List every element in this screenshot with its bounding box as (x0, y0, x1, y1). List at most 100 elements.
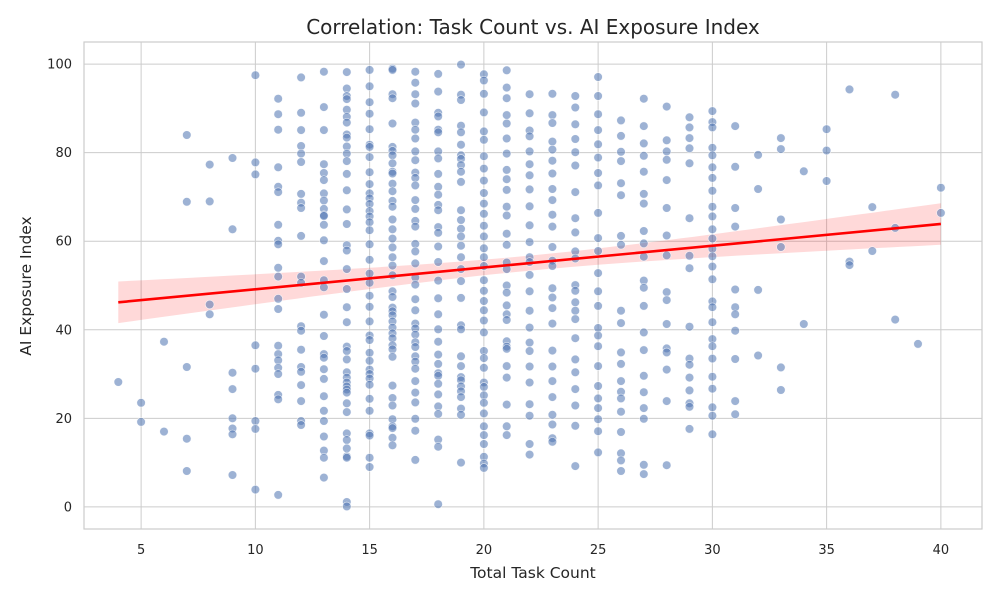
data-point (342, 346, 352, 356)
data-point (410, 376, 420, 386)
data-point (547, 303, 558, 313)
data-point (136, 398, 146, 408)
data-point (593, 153, 603, 163)
data-point (639, 469, 649, 479)
data-point (570, 134, 580, 144)
data-point (639, 301, 649, 311)
data-point (730, 162, 740, 172)
data-point (662, 460, 672, 470)
data-point (273, 263, 283, 273)
data-point (433, 337, 443, 347)
data-point (250, 424, 260, 434)
data-point (662, 203, 672, 213)
data-point (570, 333, 580, 343)
data-point (387, 65, 398, 75)
data-point (365, 97, 375, 107)
data-point (616, 359, 626, 369)
data-point (319, 102, 329, 112)
data-point (730, 222, 740, 232)
data-point (273, 109, 283, 119)
data-point (593, 125, 603, 135)
data-point (479, 421, 489, 431)
data-point (410, 155, 420, 165)
data-point (410, 222, 420, 232)
data-point (296, 231, 306, 241)
data-point (456, 324, 466, 334)
data-point (387, 93, 398, 103)
data-point (342, 407, 352, 417)
data-point (479, 286, 489, 296)
data-point (753, 350, 763, 361)
data-point (639, 121, 649, 131)
data-point (547, 145, 558, 155)
data-point (502, 93, 512, 103)
data-point (456, 231, 466, 241)
data-point (410, 305, 420, 315)
data-point (593, 301, 603, 311)
data-point (479, 315, 489, 326)
data-point (730, 121, 740, 131)
y-tick-label: 100 (47, 58, 72, 73)
data-point (547, 222, 558, 232)
data-point (616, 240, 626, 250)
data-point (365, 152, 375, 162)
data-point (296, 380, 306, 390)
data-point (342, 398, 352, 408)
data-point (365, 394, 375, 404)
data-point (639, 94, 649, 104)
data-point (410, 89, 420, 99)
data-point (593, 403, 603, 413)
data-point (296, 420, 306, 430)
data-point (227, 224, 238, 234)
data-point (524, 201, 535, 211)
data-point (365, 81, 375, 91)
data-point (502, 149, 512, 159)
data-point (250, 169, 260, 179)
data-point (433, 324, 443, 334)
data-point (479, 188, 489, 198)
data-point (479, 107, 489, 117)
data-point (319, 431, 329, 442)
data-point (524, 159, 535, 169)
y-tick-label: 80 (55, 146, 72, 161)
data-point (616, 347, 626, 358)
data-point (410, 98, 420, 109)
data-point (342, 94, 352, 104)
data-point (456, 205, 466, 215)
data-point (684, 360, 695, 370)
data-point (319, 195, 329, 206)
data-point (570, 421, 580, 431)
data-point (616, 466, 626, 476)
data-point (479, 439, 489, 449)
data-point (502, 361, 512, 371)
data-point (433, 350, 443, 360)
x-tick-label: 30 (704, 543, 721, 558)
data-point (593, 180, 603, 190)
data-point (639, 460, 649, 470)
data-point (547, 261, 558, 271)
data-point (547, 89, 558, 99)
data-point (730, 396, 740, 406)
data-point (387, 400, 398, 411)
data-point (662, 287, 672, 297)
data-point (342, 156, 352, 166)
data-point (502, 133, 512, 144)
data-point (684, 112, 695, 122)
data-point (639, 387, 649, 397)
data-point (707, 384, 718, 394)
data-point (479, 126, 489, 136)
data-point (182, 466, 192, 476)
data-point (707, 341, 718, 351)
data-point (296, 203, 306, 213)
data-point (205, 299, 215, 310)
data-point (524, 220, 535, 230)
data-point (593, 361, 603, 371)
regression-line (118, 222, 941, 304)
data-point (616, 455, 626, 466)
data-point (479, 89, 489, 99)
data-point (684, 213, 695, 223)
data-point (433, 190, 443, 200)
data-point (502, 373, 512, 383)
data-point (296, 157, 306, 167)
data-point (707, 173, 718, 183)
